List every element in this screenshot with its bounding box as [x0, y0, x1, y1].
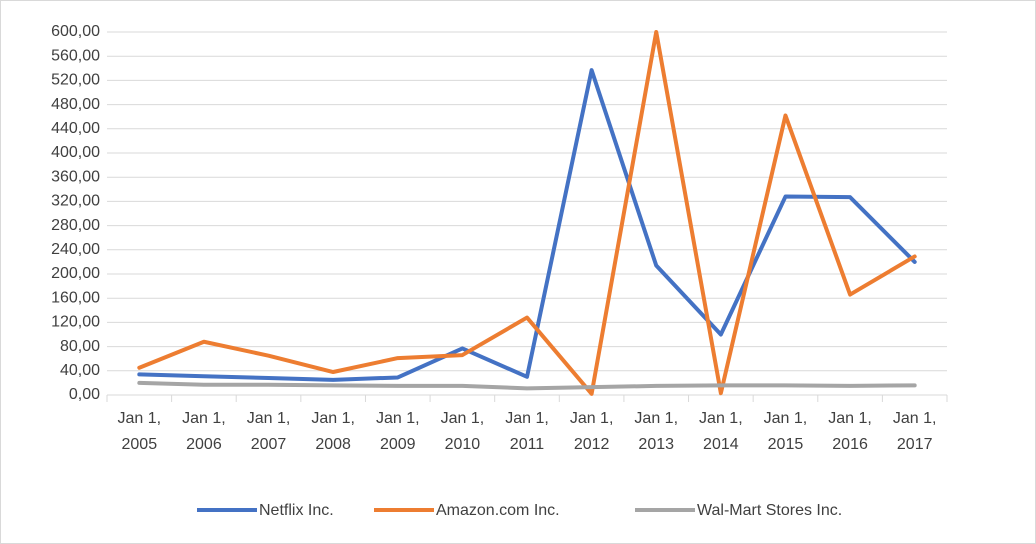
x-tick-label: Jan 1, 2015: [763, 410, 808, 453]
legend-label: Wal-Mart Stores Inc.: [697, 502, 842, 519]
y-tick-label: 160,00: [51, 289, 100, 306]
y-tick-label: 200,00: [51, 265, 100, 282]
y-tick-label: 320,00: [51, 193, 100, 210]
y-tick-label: 360,00: [51, 168, 100, 185]
x-tick-label: Jan 1, 2014: [699, 410, 743, 453]
x-tick-label: Jan 1, 2006: [182, 410, 226, 453]
x-tick-label: Jan 1, 2013: [634, 410, 679, 453]
x-tick-label: Jan 1, 2007: [246, 410, 291, 453]
x-tick-label: Jan 1, 2008: [311, 410, 355, 453]
y-tick-label: 280,00: [51, 217, 100, 234]
x-tick-label: Jan 1, 2010: [440, 410, 485, 453]
x-tick-label: Jan 1, 2017: [892, 410, 937, 453]
x-tick-label: Jan 1, 2016: [828, 410, 872, 453]
y-tick-label: 600,00: [51, 23, 100, 40]
y-tick-label: 440,00: [51, 120, 100, 137]
y-tick-label: 520,00: [51, 72, 100, 89]
y-tick-label: 400,00: [51, 144, 100, 161]
y-tick-label: 480,00: [51, 96, 100, 113]
x-tick-label: Jan 1, 2012: [569, 410, 614, 453]
x-tick-label: Jan 1, 2011: [505, 410, 549, 453]
y-tick-label: 0,00: [69, 386, 100, 403]
y-tick-label: 40,00: [60, 362, 100, 379]
series-line: [137, 68, 917, 382]
y-tick-label: 80,00: [60, 338, 100, 355]
x-tick-label: Jan 1, 2009: [375, 410, 420, 453]
legend-label: Netflix Inc.: [259, 502, 334, 519]
y-tick-label: 120,00: [51, 314, 100, 331]
series-line: [137, 30, 917, 396]
legend-label: Amazon.com Inc.: [436, 502, 560, 519]
y-tick-label: 240,00: [51, 241, 100, 258]
y-tick-label: 560,00: [51, 47, 100, 64]
x-tick-label: Jan 1, 2005: [117, 410, 162, 453]
series-line: [137, 380, 917, 391]
